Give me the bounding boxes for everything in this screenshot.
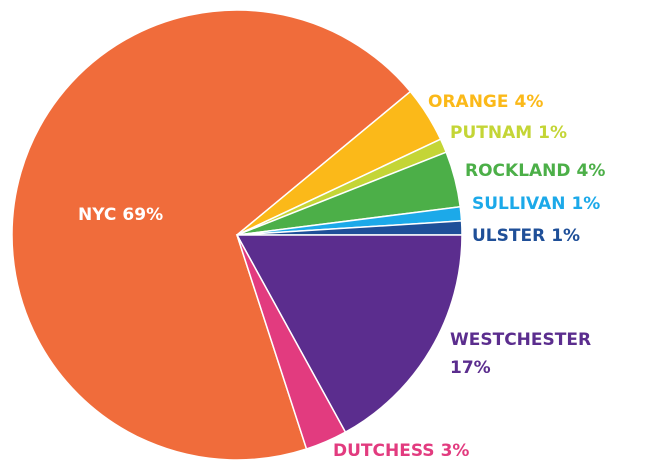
slice-label: ROCKLAND 4%: [465, 161, 605, 181]
category-label: ORANGE: [428, 92, 509, 112]
slice-label: NYC 69%: [78, 205, 163, 225]
category-label: ULSTER: [472, 226, 545, 246]
slice-label: SULLIVAN 1%: [472, 194, 600, 214]
value-label: 1%: [571, 194, 600, 214]
slice-label: ORANGE 4%: [428, 92, 543, 112]
pie-slice: [11, 9, 412, 461]
category-label: PUTNAM: [450, 123, 532, 143]
slice-label: PUTNAM 1%: [450, 123, 567, 143]
category-label: DUTCHESS: [333, 441, 435, 461]
value-label: 4%: [515, 92, 544, 112]
slice-label: ULSTER 1%: [472, 226, 580, 246]
slice-label: WESTCHESTER 17%: [450, 330, 591, 378]
category-label: WESTCHESTER: [450, 330, 591, 350]
value-label: 69%: [122, 205, 163, 225]
value-label: 3%: [441, 441, 470, 461]
slice-label: DUTCHESS 3%: [333, 441, 469, 461]
category-label: ROCKLAND: [465, 161, 571, 181]
value-label: 1%: [538, 123, 567, 143]
category-label: NYC: [78, 205, 116, 225]
category-label: SULLIVAN: [472, 194, 565, 214]
value-label: 4%: [577, 161, 606, 181]
value-label: 17%: [450, 358, 491, 378]
pie-slice: [235, 234, 463, 434]
pie-slice: [236, 234, 347, 450]
value-label: 1%: [551, 226, 580, 246]
